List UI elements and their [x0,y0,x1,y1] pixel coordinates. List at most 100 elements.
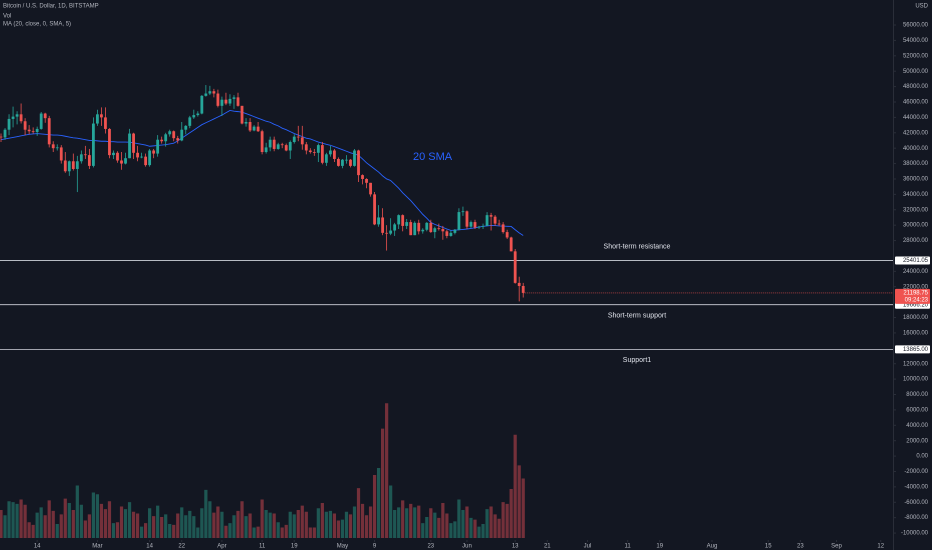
candle-body [393,224,397,231]
candle-body [389,230,393,234]
volume-bar [51,510,55,538]
candle-body [75,161,79,169]
volume-bar [501,502,505,538]
candle-body [15,114,19,117]
volume-bar [256,526,260,538]
y-tick-label: 32000.00 [903,207,929,213]
candle-body [505,232,509,238]
volume-bar [328,510,332,538]
candle-body [437,228,441,230]
volume-bar [497,518,501,538]
volume-bar [160,517,164,538]
x-tick-label: Mar [92,544,102,550]
volume-bar [164,514,168,538]
volume-bar [324,511,328,538]
candle-body [228,98,232,104]
candle-body [316,145,320,153]
volume-bar [312,527,316,538]
volume-bar [465,506,469,538]
volume-bar [292,514,296,538]
candle-body [509,237,513,252]
candle-body [200,95,204,114]
candle-body [104,117,107,129]
volume-bar [139,526,144,538]
candle-body [417,222,421,232]
volume-legend: Vol [3,14,11,20]
candle-body [128,133,131,159]
y-tick-label: -4000.00 [904,484,928,490]
volume-bar [176,513,180,538]
candle-body [172,131,176,139]
candle-body [27,129,31,132]
candle-body [23,121,27,130]
candle-body [260,131,264,153]
level-label: 19666.20 [903,302,929,308]
candle-body [485,215,489,226]
y-tick-label: -2000.00 [904,469,928,475]
volume-bar [19,499,23,538]
volume-bar [3,515,7,538]
volume-bar [55,524,59,538]
candle-body [324,154,328,163]
candle-body [521,285,525,293]
volume-bar [123,509,128,538]
volume-bar [493,514,497,538]
volume-bar [425,517,429,538]
candle-body [341,159,344,166]
y-tick-label: 38000.00 [903,161,929,167]
volume-bar [505,503,509,538]
volume-bar [115,522,120,538]
candle-body [59,147,63,161]
candle-body [377,217,380,225]
volume-bar [196,527,200,538]
volume-bar [172,524,176,538]
level-label-box [895,256,930,265]
y-tick-label: 2000.00 [906,438,928,444]
volume-bar [220,511,224,538]
ma-annotation: 20 SMA [413,151,453,163]
volume-bar [417,505,421,538]
x-tick-label: May [337,544,348,550]
volume-bar [433,512,437,538]
candle-body [421,229,425,232]
candle-body [136,152,139,158]
candle-body [132,133,135,153]
candle-body [308,150,312,153]
x-tick-label: 23 [427,544,434,550]
candle-body [369,182,372,195]
candle-body [381,217,385,233]
level-label: 13865.00 [903,347,929,353]
candle-body [19,114,23,122]
candle-body [87,155,91,166]
volume-bar [27,522,31,538]
y-tick-label: 18000.00 [903,315,929,321]
x-tick-label: 11 [259,544,266,550]
volume-bar [156,505,160,538]
level-name: Short-term support [608,313,666,320]
y-tick-label: -8000.00 [904,515,928,521]
volume-bar [43,515,47,538]
x-tick-label: 9 [373,544,377,550]
volume-bar [168,524,172,538]
x-tick-label: 14 [34,544,41,550]
volume-bar [79,504,83,538]
volume-bar [413,507,417,538]
y-tick-label: 50000.00 [903,69,929,75]
y-tick-label: 40000.00 [903,146,929,152]
candle-body [244,122,248,124]
volume-bar [7,501,11,538]
candle-body [168,131,172,135]
volume-bar [276,522,280,538]
candle-body [337,158,340,166]
candle-body [288,142,292,151]
volume-bar [252,527,256,538]
candle-body [513,251,517,283]
candle-body [100,114,103,118]
volume-bar [280,527,284,538]
candle-body [63,160,67,172]
volume-bar [401,500,405,538]
volume-bar [119,506,124,538]
candle-body [91,123,95,166]
x-tick-label: 15 [765,544,772,550]
last-price-label: 21198.75 [903,290,928,296]
